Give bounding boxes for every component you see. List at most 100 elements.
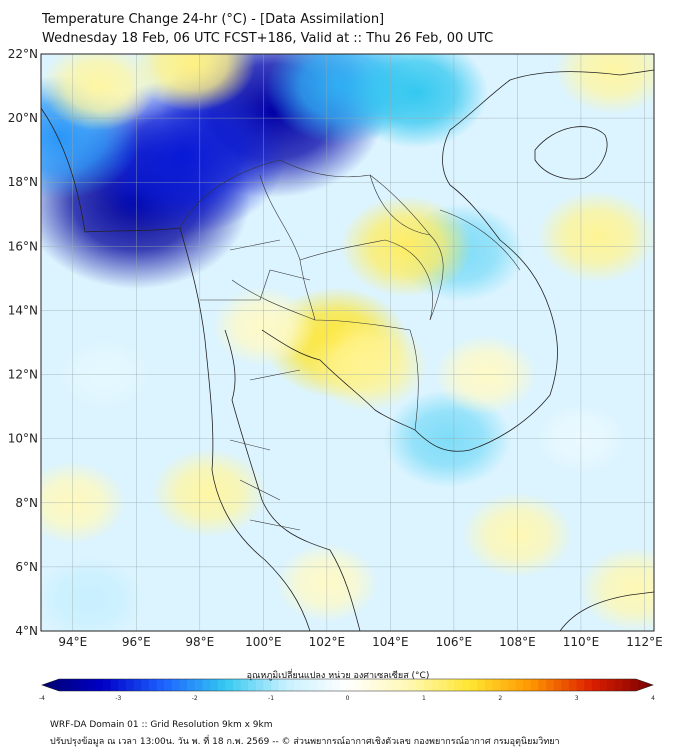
colorbar-cell [110,679,119,691]
colorbar-tick-label: 3 [575,695,579,700]
colorbar-cell [370,679,379,691]
temperature-change-map: 22°N 20°N 18°N 16°N 14°N 12°N 10°N 8°N 6°N 4°N 94… [8,47,663,700]
colorbar-cell [57,679,66,691]
colorbar-cell [179,679,188,691]
colorbar-cell [263,679,272,691]
colorbar-cell [607,679,616,691]
longitude-label: 102°E [309,635,346,649]
longitude-label: 104°E [372,635,409,649]
colorbar-cell [362,679,371,691]
colorbar-cell [148,679,157,691]
latitude-label: 4°N [15,624,38,638]
longitude-label: 112°E [626,635,663,649]
colorbar-tick-label: 4 [651,695,655,700]
colorbar-cell [103,679,112,691]
colorbar-cell [217,679,226,691]
longitude-label: 106°E [436,635,473,649]
anomaly-cell [41,54,156,131]
colorbar-cell [118,679,127,691]
colorbar-cell [286,679,295,691]
anomaly-cell [308,318,428,411]
colorbar-cell [385,679,394,691]
colorbar-cell [484,679,494,691]
anomaly-field [41,54,654,631]
latitude-label: 18°N [8,175,38,189]
colorbar-cell [446,679,455,691]
longitude-label: 98°E [185,635,214,649]
colorbar-cell [599,679,608,691]
longitude-label: 94°E [58,635,87,649]
colorbar-cell [469,679,478,691]
latitude-label: 10°N [8,432,38,446]
longitude-labels: 94°E 96°E 98°E 100°E 102°E 104°E 106°E 108°E 110… [58,635,662,649]
anomaly-cell [555,54,654,115]
colorbar-tick-label: 1 [422,695,426,700]
model-info: WRF-DA Domain 01 :: Grid Resolution 9km … [50,720,273,730]
colorbar-cell [225,679,234,691]
colorbar-cell [576,679,585,691]
anomaly-cell [131,54,256,112]
hainan-island [534,126,608,180]
colorbar-title: อุณหภูมิเปลี่ยนแปลง หน่วย องศาเซลเซียส (… [246,671,430,681]
latitude-label: 8°N [15,496,38,510]
latitude-label: 16°N [8,239,38,253]
map-frame [40,53,655,632]
colorbar-cell [95,679,104,691]
colorbar-cell [378,679,387,691]
colorbar-cell [294,679,303,691]
colorbar-cell [500,679,509,691]
anomaly-cell [41,556,145,631]
colorbar-cell [156,679,165,691]
colorbar-cell [187,679,196,691]
longitude-label: 110°E [563,635,600,649]
colorbar-cell [431,679,440,691]
colorbar-cell [42,679,51,691]
colorbar-cell [316,679,325,691]
latitude-label: 14°N [8,303,38,317]
anomaly-cell [537,190,654,283]
colorbar-cell [546,679,555,691]
colorbar-cell [339,679,348,691]
colorbar-tick-label: 0 [346,695,350,700]
colorbar-cell [630,679,639,691]
colorbar-cell [439,679,448,691]
colorbar-cell [507,679,516,691]
colorbar-cell [492,679,501,691]
colorbar-cell [248,679,257,691]
colorbar-cell [416,679,425,691]
latitude-label: 12°N [8,368,38,382]
west-coastline [41,107,311,631]
latitude-label: 20°N [8,111,38,125]
borneo-coast [559,591,654,631]
colorbar-cell [126,679,135,691]
colorbar-cell [408,679,417,691]
colorbar-cell [301,679,310,691]
colorbar-cell [591,679,600,691]
colorbar-cell [584,679,593,691]
vietnam-coastline [414,69,654,452]
longitude-label: 100°E [245,635,282,649]
colorbar-cell [309,679,318,691]
colorbar-cell [49,679,58,691]
colorbar-cell [240,679,249,691]
colorbar-ticks: -4 -3 -2 -1 0 1 2 3 4 [39,695,655,700]
colorbar-cell [64,679,73,691]
colorbar-tick-label: -1 [268,695,274,700]
thai-east-coast [261,329,416,431]
anomaly-cell [151,448,268,538]
colorbar-cell [194,679,203,691]
colorbar-cell [462,679,471,691]
anomaly-cell [579,546,654,631]
latitude-label: 22°N [8,47,38,61]
colorbar-cell [202,679,211,691]
colorbar-cell [133,679,142,691]
colorbar-cell [515,679,524,691]
colorbar-cell [141,679,150,691]
longitude-label: 108°E [499,635,536,649]
map-title: Temperature Change 24-hr (°C) - [Data As… [42,12,385,27]
colorbar-cell [271,679,280,691]
colorbar-cell [324,679,333,691]
coastlines [41,69,654,631]
colorbar-cell [637,679,646,691]
colorbar-cell [332,679,341,691]
